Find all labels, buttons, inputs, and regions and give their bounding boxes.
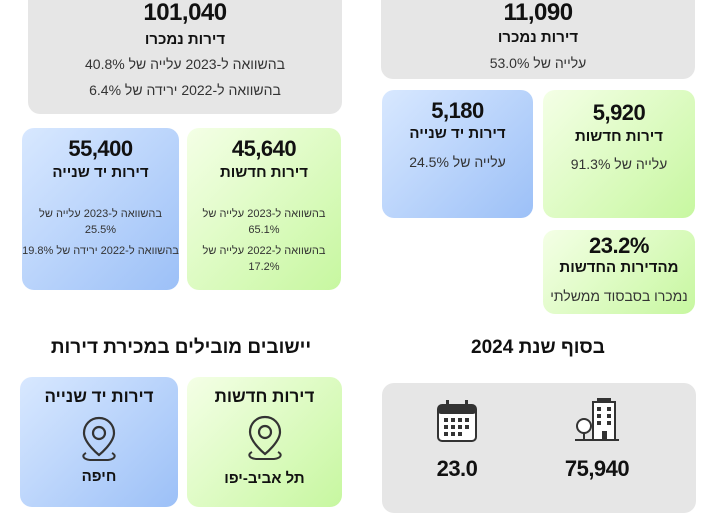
stock-buildings-value: 75,940 xyxy=(564,456,630,481)
new-sales-card: 45,640 דירות חדשות בהשוואה ל-2023 עלייה … xyxy=(187,128,341,290)
secondhand-sales-card: 55,400 דירות יד שנייה בהשוואה ל-2023 עלי… xyxy=(22,128,179,290)
total-sales-card: 101,040 דירות נמכרו בהשוואה ל-2023 עלייה… xyxy=(28,0,342,114)
region-new-change: עלייה של 91.3% xyxy=(570,156,668,172)
calendar-icon xyxy=(422,398,492,444)
region-secondhand-label: דירות יד שנייה xyxy=(409,125,506,142)
new-sales-value: 45,640 xyxy=(231,136,297,161)
region-new-card: 5,920 דירות חדשות עלייה של 91.3% xyxy=(543,90,695,218)
new-vs-2023: בהשוואה ל-2023 עלייה של 65.1% xyxy=(202,208,326,236)
region-sales-value: 11,090 xyxy=(503,0,573,26)
lead-new-city: תל אביב-יפו xyxy=(224,470,305,487)
region-secondhand-value: 5,180 xyxy=(431,98,484,123)
lead-secondhand-city: חיפה xyxy=(81,468,117,485)
buildings-icon xyxy=(562,398,632,444)
secondhand-sales-label: דירות יד שנייה xyxy=(52,164,149,181)
subsidy-label: מהדירות החדשות xyxy=(559,259,679,276)
subsidy-value: 23.2% xyxy=(589,233,649,258)
lead-secondhand-label: דירות יד שנייה xyxy=(44,387,154,406)
new-sales-label: דירות חדשות xyxy=(220,164,308,181)
total-sales-label: דירות נמכרו xyxy=(144,31,226,48)
new-vs-2022: בהשוואה ל-2022 עלייה של 17.2% xyxy=(202,245,326,273)
end-of-year-heading: בסוף שנת 2024 xyxy=(471,337,605,358)
total-sales-vs-2022: בהשוואה ל-2022 ירידה של 6.4% xyxy=(89,82,281,98)
region-sales-card: 11,090 דירות נמכרו עלייה של 53.0% xyxy=(381,0,695,79)
location-pin-icon xyxy=(20,415,178,463)
subsidy-note: נמכרו בסבסוד ממשלתי xyxy=(550,288,688,304)
region-secondhand-card: 5,180 דירות יד שנייה עלייה של 24.5% xyxy=(382,90,533,218)
region-secondhand-change: עלייה של 24.5% xyxy=(409,154,506,170)
subsidy-card: 23.2% מהדירות החדשות נמכרו בסבסוד ממשלתי xyxy=(543,230,695,314)
leading-cities-heading: יישובים מובילים במכירת דירות xyxy=(50,337,312,358)
region-sales-label: דירות נמכרו xyxy=(497,29,579,46)
stock-months-value: 23.0 xyxy=(436,456,478,481)
total-sales-vs-2023: בהשוואה ל-2023 עלייה של 40.8% xyxy=(85,56,285,72)
region-sales-change: עלייה של 53.0% xyxy=(489,55,587,71)
lead-secondhand-card: דירות יד שנייה חיפה xyxy=(20,377,178,507)
location-pin-icon xyxy=(187,414,342,462)
secondhand-vs-2023: בהשוואה ל-2023 עלייה של 25.5% xyxy=(39,208,162,236)
secondhand-vs-2022: בהשוואה ל-2022 ירידה של 19.8% xyxy=(22,245,179,257)
region-new-label: דירות חדשות xyxy=(575,128,663,145)
secondhand-sales-value: 55,400 xyxy=(68,136,133,161)
total-sales-value: 101,040 xyxy=(143,0,227,26)
stock-card: 23.0 75,940 xyxy=(382,383,696,513)
lead-new-card: דירות חדשות תל אביב-יפו xyxy=(187,377,342,507)
region-new-value: 5,920 xyxy=(592,100,646,125)
lead-new-label: דירות חדשות xyxy=(214,387,315,406)
